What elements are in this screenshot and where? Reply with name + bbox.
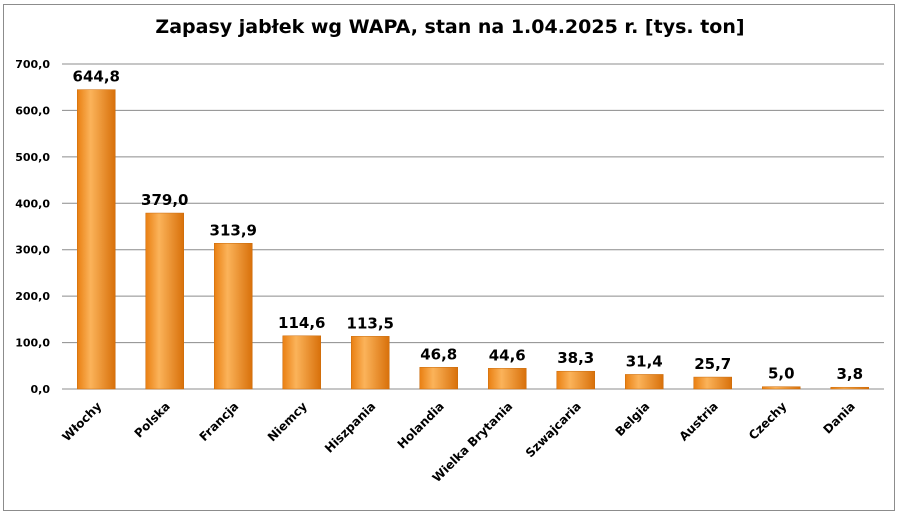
data-label: 44,6 [489, 346, 526, 364]
data-label: 313,9 [210, 221, 257, 239]
y-tick-label: 100,0 [15, 337, 50, 350]
y-tick-label: 200,0 [15, 290, 50, 303]
data-label: 5,0 [768, 365, 795, 383]
category-label: Holandia [395, 399, 447, 451]
labels-layer: 0,0 100,0 200,0 300,0 400,0 500,0 600,0 700,0 64… [15, 58, 863, 485]
bar [77, 89, 116, 390]
y-tick-label: 700,0 [15, 58, 50, 71]
data-label: 644,8 [73, 68, 120, 86]
bar [625, 374, 664, 390]
y-tick-label: 300,0 [15, 244, 50, 257]
category-label: Niemcy [265, 399, 310, 444]
data-label: 31,4 [626, 352, 663, 370]
data-label: 46,8 [420, 345, 457, 363]
category-label: Hiszpania [322, 399, 378, 455]
data-label: 3,8 [836, 365, 863, 383]
bars-layer [77, 89, 869, 390]
category-label: Szwajcaria [523, 399, 584, 460]
grid-layer [62, 63, 884, 390]
bar [351, 336, 390, 390]
category-label: Austria [676, 399, 720, 443]
bar [556, 370, 595, 390]
y-tick-label: 400,0 [15, 197, 50, 210]
data-label: 113,5 [347, 314, 394, 332]
chart-title: Zapasy jabłek wg WAPA, stan na 1.04.2025… [155, 16, 745, 38]
bar [282, 335, 321, 390]
bar [830, 386, 869, 390]
bar [419, 367, 458, 390]
category-label: Czechy [746, 399, 790, 443]
category-label: Polska [132, 399, 173, 440]
data-label: 114,6 [278, 314, 325, 332]
data-label: 38,3 [557, 349, 594, 367]
bar [145, 212, 184, 390]
bar [488, 368, 527, 390]
bar [693, 376, 732, 390]
category-label: Włochy [60, 399, 105, 444]
bar [762, 386, 801, 390]
data-label: 379,0 [141, 191, 188, 209]
category-label: Belgia [613, 399, 653, 439]
bar [214, 243, 253, 390]
category-label: Dania [821, 399, 858, 436]
y-tick-label: 0,0 [31, 383, 51, 396]
category-label: Francja [197, 399, 242, 444]
data-label: 25,7 [694, 355, 731, 373]
y-tick-label: 600,0 [15, 104, 50, 117]
y-tick-label: 500,0 [15, 151, 50, 164]
